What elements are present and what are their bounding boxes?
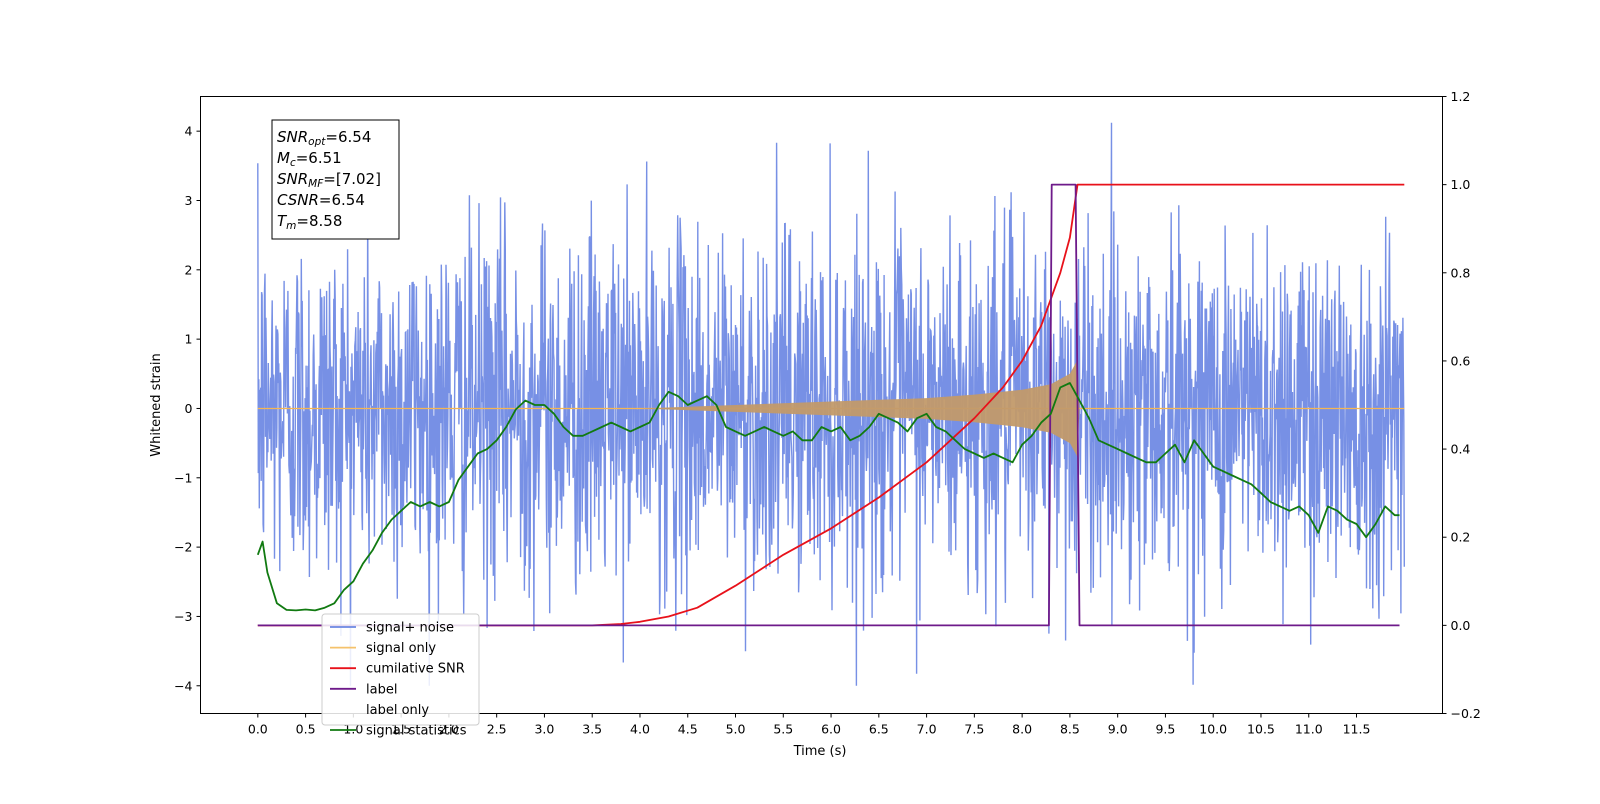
x-tick-label: 5.5 <box>773 722 793 737</box>
y-right-tick-label: 1.0 <box>1451 177 1471 192</box>
x-tick-label: 7.5 <box>964 722 984 737</box>
y-right-tick-label: 0.8 <box>1451 265 1471 280</box>
x-tick-label: 10.5 <box>1247 722 1275 737</box>
annotation-line: CSNR=6.54 <box>277 191 365 209</box>
y-right-tick-label: 0.6 <box>1451 353 1471 368</box>
signal-only-envelope <box>640 359 1080 457</box>
y-tick-label: −4 <box>174 678 192 693</box>
legend-label: cumilative SNR <box>366 662 465 677</box>
legend-label: label only <box>366 703 429 718</box>
x-tick-label: 9.0 <box>1108 722 1128 737</box>
y-tick-label: 2 <box>185 262 193 277</box>
plot-frame <box>200 96 1443 714</box>
y-tick-label: −1 <box>174 470 192 485</box>
annotation-line: SNRMF=[7.02] <box>277 170 381 190</box>
x-tick-label: 7.0 <box>917 722 937 737</box>
annotation-line: Mc=6.51 <box>277 149 342 169</box>
x-tick-label: 5.0 <box>726 722 746 737</box>
x-tick-label: 0.5 <box>296 722 316 737</box>
x-tick-label: 3.0 <box>534 722 554 737</box>
noise-series-group <box>257 122 1405 686</box>
y-tick-label: 0 <box>185 401 193 416</box>
y-tick-label: −3 <box>174 609 192 624</box>
x-tick-label: 8.0 <box>1012 722 1032 737</box>
annotation-line: SNRopt=6.54 <box>277 128 371 148</box>
y-tick-label: 3 <box>185 193 193 208</box>
legend-label: signal only <box>366 641 436 656</box>
y-tick-label: 4 <box>185 124 193 139</box>
x-axis-label: Time (s) <box>793 744 847 759</box>
x-tick-label: 4.5 <box>678 722 698 737</box>
signal-statistics-line <box>256 382 1400 612</box>
legend-label: signal statistics <box>366 724 467 739</box>
x-tick-label: 11.0 <box>1295 722 1323 737</box>
legend-frame <box>321 613 480 726</box>
y-axis-label: Whitened strain <box>149 353 164 456</box>
legend-label: signal+ noise <box>366 621 454 636</box>
y-tick-label: −2 <box>174 540 192 555</box>
x-tick-label: 6.5 <box>869 722 889 737</box>
y-right-tick-label: 0.4 <box>1451 442 1471 457</box>
x-tick-label: 10.0 <box>1199 722 1227 737</box>
y-right-tick-label: 0.0 <box>1451 618 1471 633</box>
signal-only-group <box>257 359 1405 457</box>
x-tick-label: 6.0 <box>821 722 841 737</box>
legend-label: label <box>366 682 397 697</box>
y-tick-label: 1 <box>185 332 193 347</box>
x-tick-label: 4.0 <box>630 722 650 737</box>
x-tick-label: 0.0 <box>248 722 268 737</box>
x-tick-label: 3.5 <box>582 722 602 737</box>
x-tick-label: 11.5 <box>1343 722 1371 737</box>
cumilative-snr-line <box>257 183 1405 627</box>
line-series-group <box>256 183 1405 627</box>
annotation-line: Tm=8.58 <box>277 212 342 232</box>
x-tick-label: 8.5 <box>1060 722 1080 737</box>
y-right-tick-label: 1.2 <box>1451 89 1471 104</box>
label-line <box>257 183 1400 627</box>
y-right-tick-label: 0.2 <box>1451 530 1471 545</box>
y-right-tick-label: −0.2 <box>1451 706 1481 721</box>
x-tick-label: 2.5 <box>487 722 507 737</box>
x-tick-label: 9.5 <box>1155 722 1175 737</box>
legend: signal+ noise signal only cumilative SNR la… <box>321 613 480 739</box>
signal-noise-line <box>257 122 1405 686</box>
annotation-frame <box>271 119 400 240</box>
